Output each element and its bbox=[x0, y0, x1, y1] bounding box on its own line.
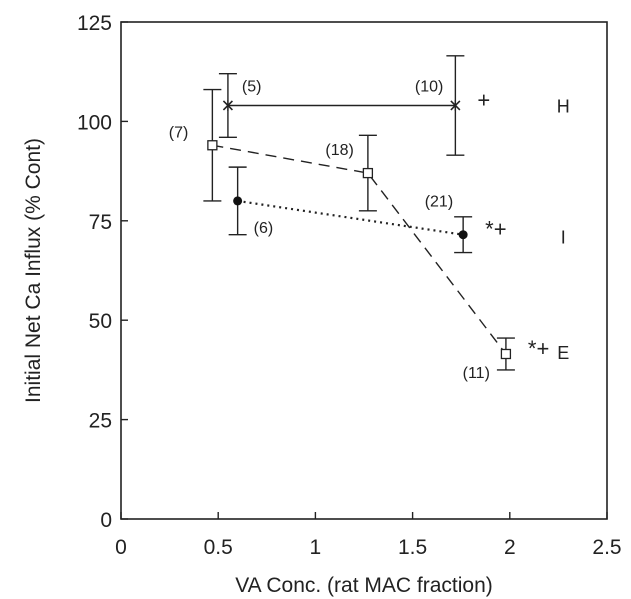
n-count-label: (11) bbox=[463, 365, 490, 382]
series: (5) (10) + H (6) (21) *+ I (7) (18) (11) *+ E bbox=[169, 55, 570, 382]
series-I: (6) (21) *+ I bbox=[228, 166, 566, 254]
plot-frame bbox=[120, 21, 608, 520]
x-tick-label: 0.5 bbox=[204, 536, 233, 559]
data-point bbox=[450, 99, 461, 111]
series-label: E bbox=[557, 343, 569, 363]
axis-ticks: 0 0.5 1 1.5 2 2.5 0 25 50 75 100 125 bbox=[77, 12, 622, 559]
series-H: (5) (10) + H bbox=[218, 55, 570, 156]
n-count-label: (5) bbox=[242, 78, 262, 95]
data-point bbox=[458, 230, 468, 240]
significance-label: *+ bbox=[528, 336, 549, 361]
x-tick-label: 1.5 bbox=[398, 536, 427, 559]
series-label: I bbox=[561, 228, 566, 248]
y-tick-label: 100 bbox=[77, 111, 112, 134]
y-tick-label: 25 bbox=[89, 410, 112, 433]
plot-frame-rect bbox=[120, 21, 608, 520]
y-tick-label: 0 bbox=[100, 509, 112, 532]
x-tick-label: 0 bbox=[115, 536, 127, 559]
x-tick-label: 1 bbox=[310, 536, 322, 559]
data-point bbox=[222, 99, 233, 111]
y-axis-title: Initial Net Ca Influx (% Cont) bbox=[22, 138, 45, 403]
x-tick-label: 2.5 bbox=[592, 536, 621, 559]
n-count-label: (10) bbox=[415, 78, 443, 95]
y-tick-label: 75 bbox=[89, 211, 112, 234]
n-count-label: (6) bbox=[254, 220, 274, 237]
y-tick-label: 125 bbox=[77, 12, 112, 35]
series-label: H bbox=[557, 96, 570, 116]
data-point bbox=[207, 140, 218, 151]
data-point bbox=[233, 196, 243, 206]
series-line bbox=[237, 199, 464, 236]
data-point bbox=[362, 167, 374, 179]
data-point bbox=[500, 348, 512, 360]
series-E: (7) (18) (11) *+ E bbox=[169, 88, 569, 382]
significance-label: + bbox=[477, 87, 490, 112]
x-tick-label: 2 bbox=[504, 536, 516, 559]
n-count-label: (7) bbox=[169, 124, 189, 141]
y-tick-label: 50 bbox=[89, 310, 112, 333]
series-line bbox=[212, 144, 507, 355]
n-count-label: (18) bbox=[325, 142, 353, 159]
significance-label: *+ bbox=[485, 217, 506, 242]
n-count-label: (21) bbox=[425, 194, 453, 211]
x-axis-title: VA Conc. (rat MAC fraction) bbox=[235, 574, 493, 597]
